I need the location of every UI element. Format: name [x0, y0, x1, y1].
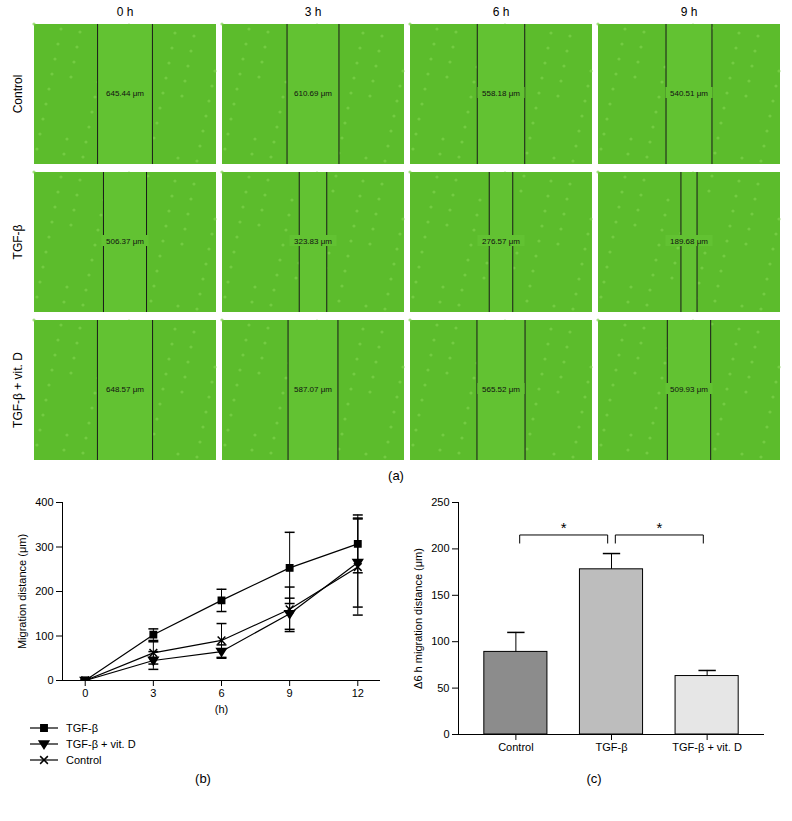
svg-text:9: 9: [287, 687, 293, 699]
svg-text:Migration distance (μm): Migration distance (μm): [16, 534, 28, 649]
svg-text:TGF-β + vit. D: TGF-β + vit. D: [11, 352, 25, 428]
svg-text:3: 3: [150, 687, 156, 699]
svg-text:400: 400: [35, 496, 53, 508]
svg-text:TGF-β: TGF-β: [66, 722, 98, 734]
svg-text:6: 6: [218, 687, 224, 699]
svg-text:200: 200: [35, 585, 53, 597]
svg-text:0 h: 0 h: [117, 5, 134, 19]
svg-text:TGF-β + vit. D: TGF-β + vit. D: [672, 741, 742, 753]
svg-text:645.44 μm: 645.44 μm: [106, 89, 144, 98]
svg-text:100: 100: [431, 635, 449, 647]
svg-text:50: 50: [437, 682, 449, 694]
svg-text:9 h: 9 h: [681, 5, 698, 19]
svg-text:0: 0: [47, 674, 53, 686]
svg-text:200: 200: [431, 542, 449, 554]
svg-text:587.07 μm: 587.07 μm: [294, 385, 332, 394]
svg-text:506.37 μm: 506.37 μm: [106, 237, 144, 246]
svg-text:TGF-β: TGF-β: [11, 224, 25, 259]
svg-text:Δ6 h migration distance (μm): Δ6 h migration distance (μm): [412, 548, 424, 689]
svg-text:12: 12: [352, 687, 364, 699]
svg-text:6 h: 6 h: [493, 5, 510, 19]
svg-text:(a): (a): [388, 468, 404, 483]
svg-text:250: 250: [431, 496, 449, 508]
svg-text:(h): (h): [215, 703, 228, 715]
svg-text:3 h: 3 h: [305, 5, 322, 19]
svg-text:Control: Control: [11, 75, 25, 114]
svg-text:610.69 μm: 610.69 μm: [294, 89, 332, 98]
svg-text:150: 150: [431, 589, 449, 601]
svg-text:558.18 μm: 558.18 μm: [482, 89, 520, 98]
html-text:(b): (b): [195, 771, 211, 786]
svg-text:276.57 μm: 276.57 μm: [482, 237, 520, 246]
svg-text:0: 0: [443, 728, 449, 740]
svg-text:TGF-β + vit. D: TGF-β + vit. D: [66, 738, 136, 750]
svg-text:*: *: [561, 519, 567, 536]
svg-text:323.83 μm: 323.83 μm: [294, 237, 332, 246]
svg-text:Control: Control: [498, 741, 533, 753]
svg-text:300: 300: [35, 541, 53, 553]
svg-text:648.57 μm: 648.57 μm: [106, 385, 144, 394]
svg-text:Control: Control: [66, 754, 101, 766]
svg-text:565.52 μm: 565.52 μm: [482, 385, 520, 394]
svg-text:TGF-β: TGF-β: [596, 741, 628, 753]
html-text:(c): (c): [586, 771, 602, 786]
svg-text:100: 100: [35, 630, 53, 642]
svg-text:*: *: [656, 519, 662, 536]
svg-text:509.93 μm: 509.93 μm: [670, 385, 708, 394]
svg-text:0: 0: [82, 687, 88, 699]
svg-text:189.68 μm: 189.68 μm: [670, 237, 708, 246]
svg-text:540.51 μm: 540.51 μm: [670, 89, 708, 98]
